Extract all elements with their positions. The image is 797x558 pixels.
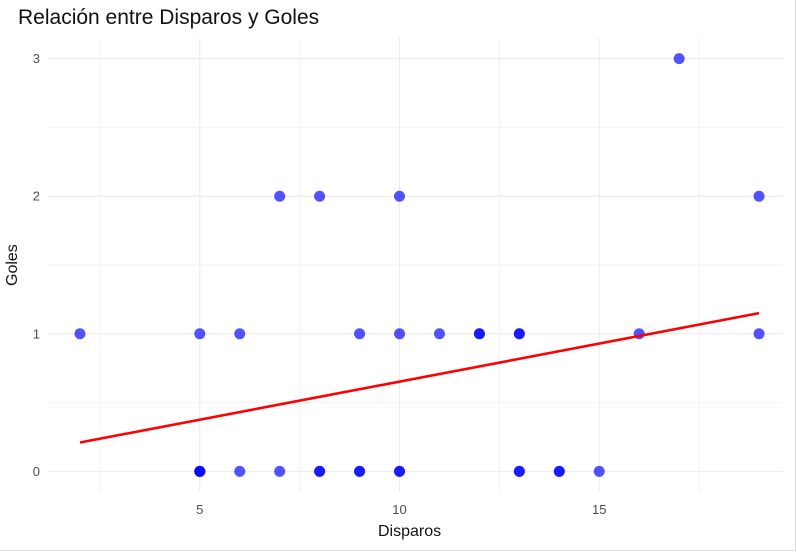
data-point (753, 328, 765, 340)
grid-major (48, 38, 783, 492)
x-tick-label: 10 (392, 502, 406, 517)
data-point (513, 465, 525, 477)
y-tick-labels: 0 1 2 3 (33, 51, 40, 479)
data-point (314, 190, 326, 202)
data-point (753, 190, 765, 202)
y-tick-label: 3 (33, 51, 40, 66)
data-point (394, 190, 406, 202)
data-point (74, 328, 86, 340)
data-point (593, 465, 605, 477)
data-point (194, 328, 206, 340)
x-axis-label: Disparos (378, 523, 442, 540)
data-point (354, 328, 366, 340)
chart-title: Relación entre Disparos y Goles (18, 6, 320, 29)
grid-minor (48, 38, 783, 492)
data-point (234, 465, 246, 477)
data-point (513, 328, 525, 340)
y-tick-label: 1 (33, 326, 40, 341)
data-point (234, 328, 246, 340)
data-point (274, 465, 286, 477)
y-tick-label: 2 (33, 189, 40, 204)
data-point (394, 465, 406, 477)
data-point (354, 465, 366, 477)
y-tick-label: 0 (33, 464, 40, 479)
data-point (673, 53, 685, 65)
x-tick-labels: 5 10 15 (196, 502, 606, 517)
data-point (473, 328, 485, 340)
trend-line-group (79, 311, 760, 444)
trend-line (79, 311, 760, 444)
data-point (553, 465, 565, 477)
data-point (274, 190, 286, 202)
x-tick-label: 5 (196, 502, 203, 517)
data-point (314, 465, 326, 477)
x-tick-label: 15 (592, 502, 606, 517)
data-point (433, 328, 445, 340)
data-point (394, 328, 406, 340)
data-point (194, 465, 206, 477)
